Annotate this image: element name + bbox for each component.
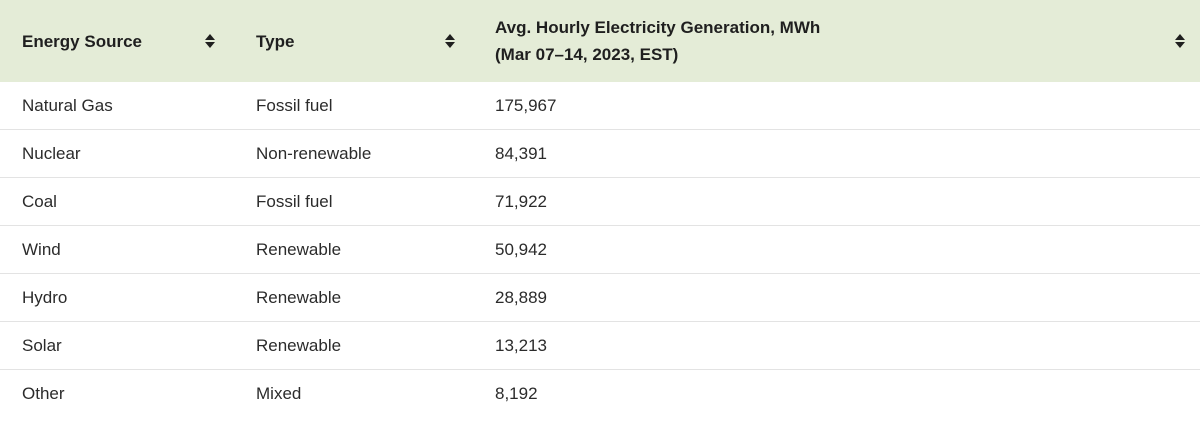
cell-generation: 8,192: [495, 383, 538, 403]
table-row: Nuclear Non-renewable 84,391: [0, 129, 1200, 178]
cell-generation: 175,967: [476, 82, 1200, 130]
cell-energy-source: Wind: [0, 225, 236, 274]
column-header-label: Type: [256, 31, 295, 51]
table-row: Hydro Renewable 28,889: [0, 273, 1200, 322]
cell-type: Non-renewable: [236, 129, 476, 178]
table-row: Coal Fossil fuel 71,922: [0, 177, 1200, 226]
cell-generation: 84,391: [476, 129, 1200, 178]
cell-generation: 50,942: [476, 225, 1200, 274]
cell-generation: 71,922: [476, 177, 1200, 226]
cell-energy-source: Natural Gas: [0, 82, 236, 130]
table-row: Other Mixed 8,192: [0, 370, 1200, 418]
column-header-energy-source[interactable]: Energy Source: [0, 0, 236, 82]
table-row: Natural Gas Fossil fuel 175,967: [0, 82, 1200, 130]
column-header-label-line2: (Mar 07–14, 2023, EST): [495, 45, 679, 64]
table-header: Energy Source Type Avg. Hourly El: [0, 0, 1200, 82]
cell-type: Renewable: [236, 273, 476, 322]
sort-updown-icon[interactable]: [204, 33, 216, 49]
column-header-label: Avg. Hourly Electricity Generation, MWh …: [495, 14, 820, 68]
cell-energy-source: Nuclear: [0, 129, 236, 178]
sort-updown-icon[interactable]: [444, 33, 456, 49]
sort-updown-icon[interactable]: [1174, 33, 1186, 49]
cell-generation: 28,889: [476, 273, 1200, 322]
table-body: Natural Gas Fossil fuel 175,967 Nuclear …: [0, 82, 1200, 417]
cell-energy-source: Other: [22, 383, 65, 403]
table-row: Wind Renewable 50,942: [0, 225, 1200, 274]
table-row: Solar Renewable 13,213: [0, 321, 1200, 370]
cell-type: Fossil fuel: [236, 177, 476, 226]
column-header-generation[interactable]: Avg. Hourly Electricity Generation, MWh …: [476, 0, 1200, 82]
cell-energy-source: Coal: [0, 177, 236, 226]
column-header-label: Energy Source: [22, 31, 142, 51]
cell-energy-source: Hydro: [0, 273, 236, 322]
column-header-type[interactable]: Type: [236, 0, 476, 82]
cell-type: Renewable: [236, 225, 476, 274]
cell-type: Fossil fuel: [236, 82, 476, 130]
cell-type: Mixed: [256, 383, 302, 403]
cell-type: Renewable: [236, 321, 476, 370]
cell-generation: 13,213: [476, 321, 1200, 370]
header-row: Energy Source Type Avg. Hourly El: [0, 0, 1200, 82]
cell-energy-source: Solar: [0, 321, 236, 370]
column-header-label-line1: Avg. Hourly Electricity Generation, MWh: [495, 18, 821, 37]
